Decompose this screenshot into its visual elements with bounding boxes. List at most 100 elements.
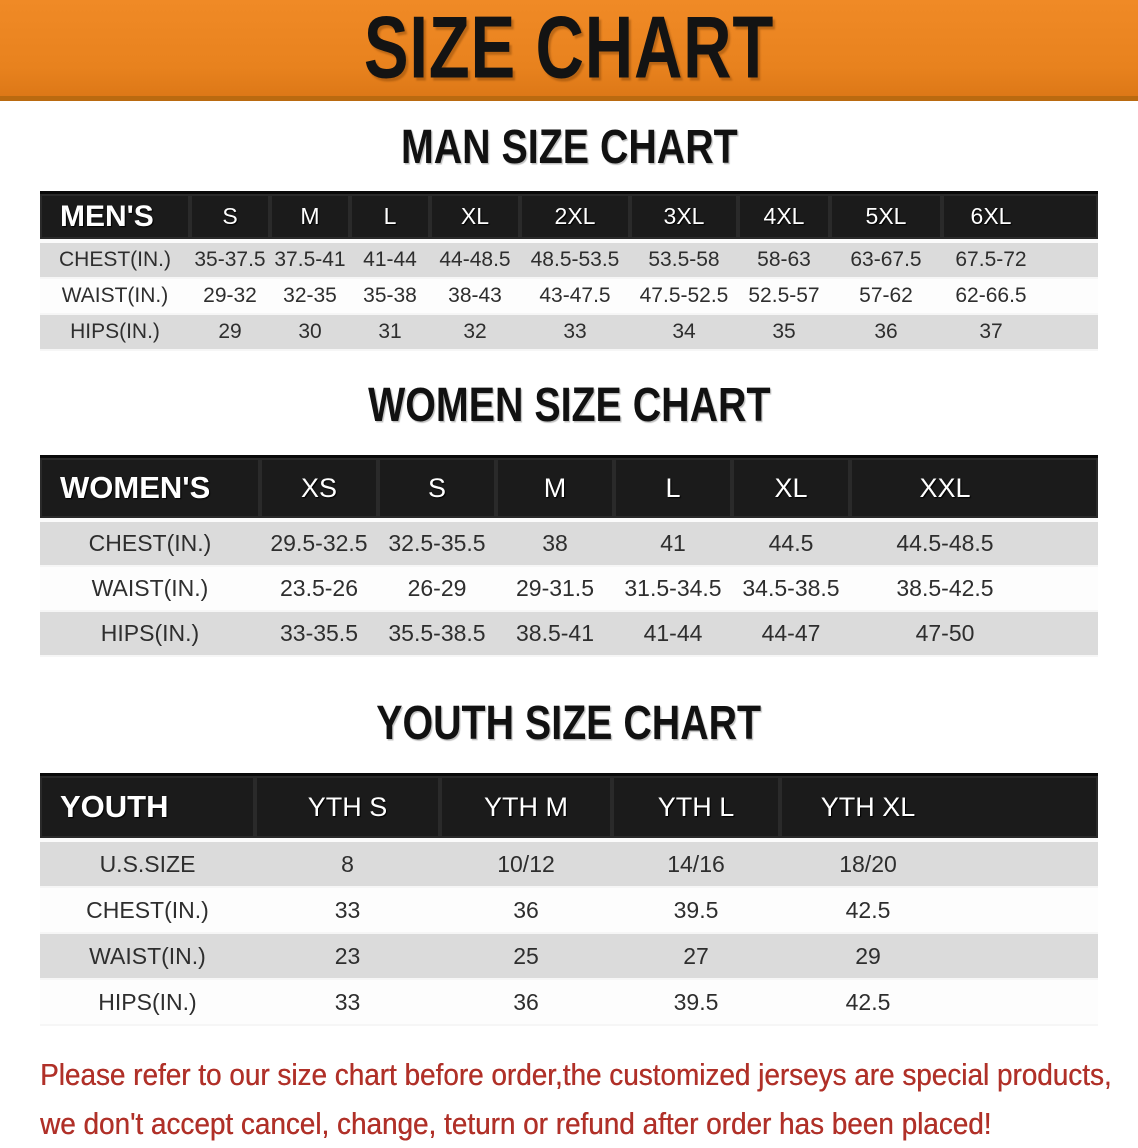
men-size-cell: 37 [942,314,1098,351]
women-col-header: XS [260,455,378,522]
youth-heading-text: YOUTH SIZE CHART [376,697,762,750]
men-size-cell: 58-63 [738,241,830,279]
youth-size-table: YOUTH YTH S YTH M YTH L YTH XL U.S.SIZE 8 10/12… [40,773,1098,1026]
youth-size-cell: 42.5 [780,887,1098,934]
youth-table-row: WAIST(IN.) 23 25 27 29 [40,933,1098,980]
women-heading: WOMEN SIZE CHART [0,381,1138,431]
youth-size-cell: 27 [612,933,780,980]
men-size-cell: 38-43 [430,278,520,315]
women-heading-text: WOMEN SIZE CHART [367,379,771,432]
men-col-header: 3XL [630,191,738,243]
disclaimer-line-2: we don't accept cancel, change, teturn o… [40,1106,992,1141]
youth-row-label: WAIST(IN.) [40,933,255,980]
women-col-header: XL [732,455,850,522]
women-col-header: S [378,455,496,522]
youth-size-cell: 39.5 [612,887,780,934]
youth-size-cell: 29 [780,933,1098,980]
women-size-cell: 31.5-34.5 [614,566,732,612]
youth-size-cell: 36 [440,887,612,934]
women-col-header: L [614,455,732,522]
men-table-title: MEN'S [40,191,190,243]
men-size-cell: 35-38 [350,278,430,315]
women-size-cell: 32.5-35.5 [378,520,496,567]
men-size-cell: 48.5-53.5 [520,241,630,279]
women-size-cell: 34.5-38.5 [732,566,850,612]
women-table-row: CHEST(IN.) 29.5-32.5 32.5-35.5 38 41 44.5 44.5… [40,520,1098,567]
youth-row-label: U.S.SIZE [40,840,255,888]
men-table-row: WAIST(IN.) 29-32 32-35 35-38 38-43 43-47.5 47.… [40,278,1098,315]
men-size-cell: 35 [738,314,830,351]
men-size-cell: 41-44 [350,241,430,279]
women-size-cell: 33-35.5 [260,611,378,657]
men-size-cell: 43-47.5 [520,278,630,315]
youth-col-header: YTH M [440,773,612,842]
men-col-header: 2XL [520,191,630,243]
youth-table-row: CHEST(IN.) 33 36 39.5 42.5 [40,887,1098,934]
women-col-header: XXL [850,455,1098,522]
men-size-cell: 31 [350,314,430,351]
men-size-cell: 30 [270,314,350,351]
men-size-cell: 35-37.5 [190,241,270,279]
men-size-cell: 37.5-41 [270,241,350,279]
women-row-label: WAIST(IN.) [40,566,260,612]
youth-size-cell: 8 [255,840,440,888]
youth-size-cell: 33 [255,887,440,934]
men-col-header: 4XL [738,191,830,243]
men-size-table: MEN'S S M L XL 2XL 3XL 4XL 5XL 6XL CHEST(IN.) 35-37… [40,191,1098,351]
banner-title: SIZE CHART [363,0,775,97]
youth-row-label: HIPS(IN.) [40,979,255,1026]
women-table-row: HIPS(IN.) 33-35.5 35.5-38.5 38.5-41 41-44 44-… [40,611,1098,657]
youth-size-cell: 10/12 [440,840,612,888]
women-size-cell: 44.5 [732,520,850,567]
size-chart-sections: MAN SIZE CHART MEN'S S M L XL 2XL 3XL 4XL 5XL 6XL C… [0,123,1138,1026]
women-row-label: HIPS(IN.) [40,611,260,657]
men-col-header: 6XL [942,191,1098,243]
women-size-cell: 38.5-42.5 [850,566,1098,612]
women-row-label: CHEST(IN.) [40,520,260,567]
youth-size-cell: 33 [255,979,440,1026]
men-col-header: XL [430,191,520,243]
men-size-cell: 32 [430,314,520,351]
women-size-cell: 47-50 [850,611,1098,657]
men-heading: MAN SIZE CHART [0,123,1138,173]
youth-table-row: U.S.SIZE 8 10/12 14/16 18/20 [40,840,1098,888]
men-size-cell: 44-48.5 [430,241,520,279]
women-size-table: WOMEN'S XS S M L XL XXL CHEST(IN.) 29.5-32.5 32.5… [40,455,1098,657]
men-heading-text: MAN SIZE CHART [400,121,738,174]
men-row-label: WAIST(IN.) [40,278,190,315]
section-men: MAN SIZE CHART MEN'S S M L XL 2XL 3XL 4XL 5XL 6XL C… [0,123,1138,351]
women-size-cell: 35.5-38.5 [378,611,496,657]
youth-row-label: CHEST(IN.) [40,887,255,934]
men-size-cell: 29-32 [190,278,270,315]
men-size-cell: 62-66.5 [942,278,1098,315]
men-size-cell: 34 [630,314,738,351]
men-size-cell: 29 [190,314,270,351]
men-size-cell: 32-35 [270,278,350,315]
women-size-cell: 44.5-48.5 [850,520,1098,567]
men-size-cell: 53.5-58 [630,241,738,279]
youth-size-cell: 18/20 [780,840,1098,888]
youth-size-cell: 14/16 [612,840,780,888]
men-size-cell: 33 [520,314,630,351]
women-size-cell: 23.5-26 [260,566,378,612]
women-size-cell: 38 [496,520,614,567]
women-size-cell: 41-44 [614,611,732,657]
section-youth: YOUTH SIZE CHART YOUTH YTH S YTH M YTH L YTH … [0,699,1138,1026]
women-col-header: M [496,455,614,522]
women-table-title: WOMEN'S [40,455,260,522]
youth-size-cell: 36 [440,979,612,1026]
women-size-cell: 29.5-32.5 [260,520,378,567]
youth-size-cell: 23 [255,933,440,980]
youth-heading: YOUTH SIZE CHART [0,699,1138,749]
men-size-cell: 67.5-72 [942,241,1098,279]
men-size-cell: 47.5-52.5 [630,278,738,315]
men-size-cell: 52.5-57 [738,278,830,315]
youth-col-header: YTH XL [780,773,1098,842]
men-col-header: S [190,191,270,243]
youth-size-cell: 42.5 [780,979,1098,1026]
men-size-cell: 63-67.5 [830,241,942,279]
youth-table-row: HIPS(IN.) 33 36 39.5 42.5 [40,979,1098,1026]
men-col-header: M [270,191,350,243]
women-size-cell: 38.5-41 [496,611,614,657]
women-table-row: WAIST(IN.) 23.5-26 26-29 29-31.5 31.5-34.5 34… [40,566,1098,612]
